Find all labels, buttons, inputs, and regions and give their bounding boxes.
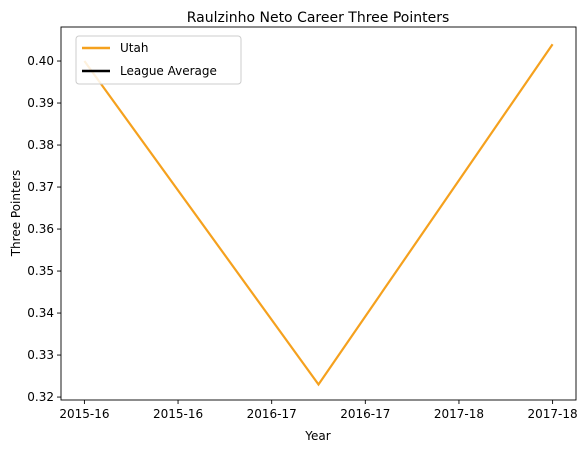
- chart-title: Raulzinho Neto Career Three Pointers: [187, 10, 450, 26]
- y-axis-title: Three Pointers: [9, 170, 23, 258]
- x-axis: 2015-16 2015-16 2016-17 2016-17 2017-18 2017-…: [59, 400, 578, 421]
- x-tick-label: 2015-16: [153, 407, 203, 421]
- y-tick-label: 0.32: [27, 390, 54, 404]
- x-tick-label: 2015-16: [59, 407, 109, 421]
- plot-area: [60, 26, 577, 401]
- series-line-utah: [83, 43, 554, 387]
- y-tick-label: 0.39: [27, 96, 54, 110]
- legend-label-utah: Utah: [120, 41, 148, 55]
- y-tick-label: 0.35: [27, 264, 54, 278]
- x-tick-label: 2016-17: [340, 407, 390, 421]
- x-tick-label: 2016-17: [247, 407, 297, 421]
- legend-box: [75, 35, 242, 85]
- legend-label-league-average: League Average: [120, 64, 217, 78]
- y-tick-label: 0.38: [27, 138, 54, 152]
- legend: Utah League Average: [75, 35, 242, 85]
- y-tick-label: 0.34: [27, 306, 54, 320]
- y-axis: 0.32 0.33 0.34 0.35 0.36 0.37 0.38 0.39 0.40: [27, 54, 61, 404]
- series-group: [83, 43, 554, 387]
- x-tick-label: 2017-18: [528, 407, 578, 421]
- x-axis-title: Year: [304, 429, 330, 443]
- y-tick-label: 0.37: [27, 180, 54, 194]
- y-tick-label: 0.40: [27, 54, 54, 68]
- y-tick-label: 0.33: [27, 348, 54, 362]
- x-tick-label: 2017-18: [434, 407, 484, 421]
- y-tick-label: 0.36: [27, 222, 54, 236]
